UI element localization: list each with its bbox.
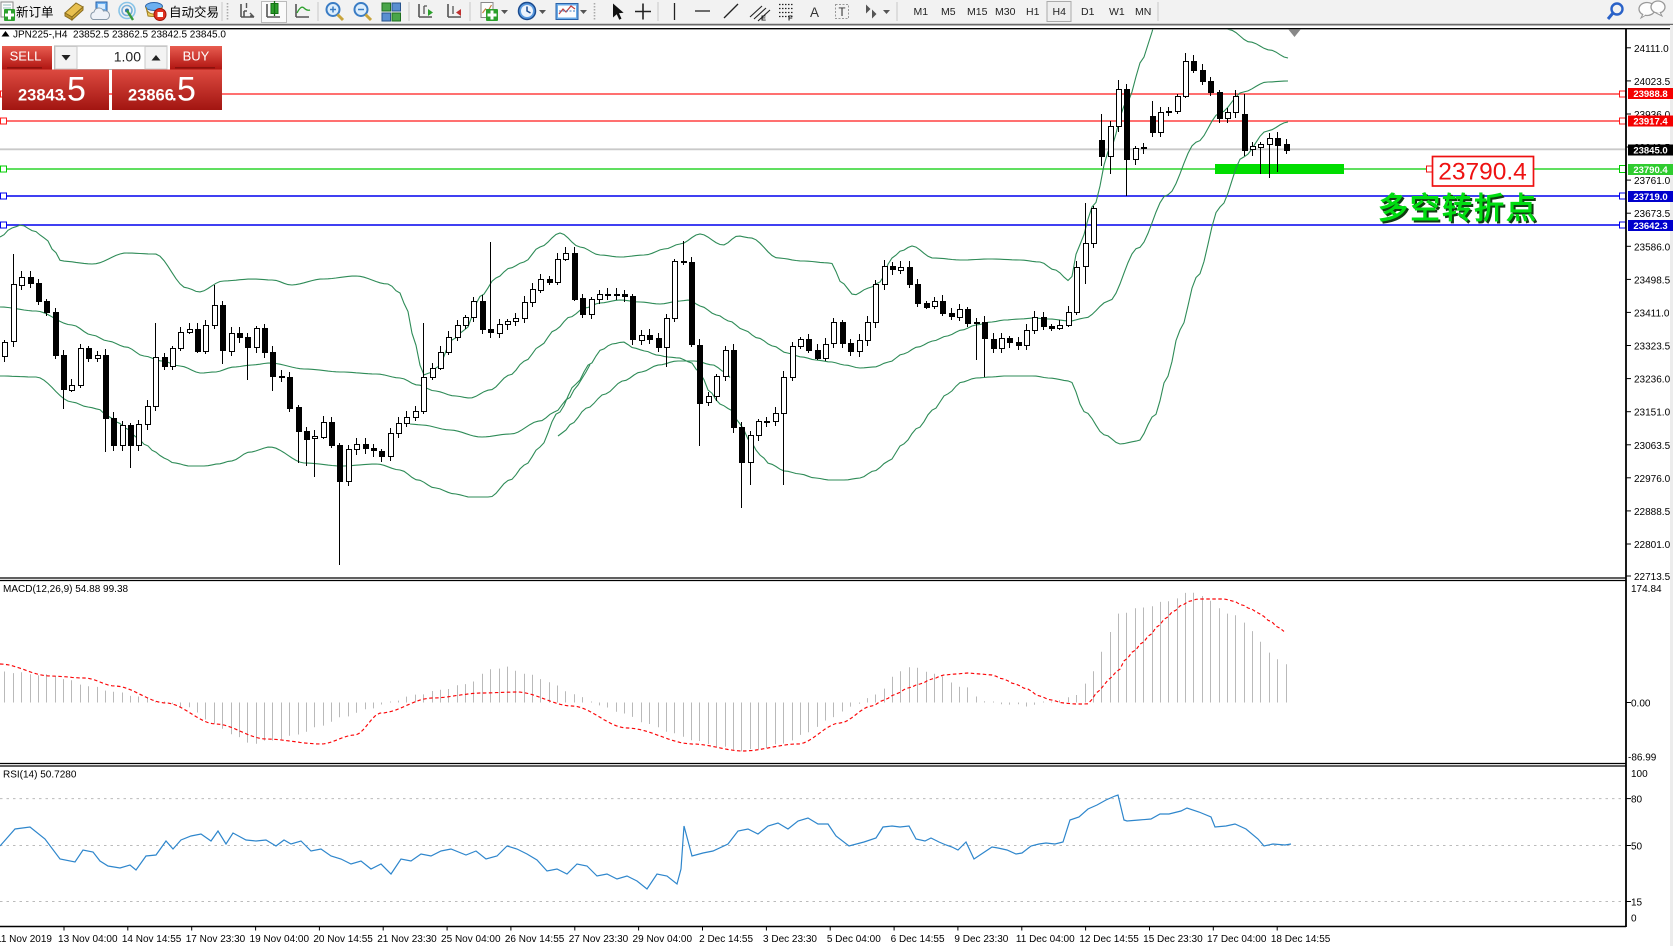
svg-text:M15: M15 xyxy=(967,6,988,18)
svg-text:19 Nov 04:00: 19 Nov 04:00 xyxy=(250,934,310,945)
svg-text:23498.5: 23498.5 xyxy=(1634,275,1671,286)
svg-text:24023.5: 24023.5 xyxy=(1634,77,1671,88)
svg-text:21 Nov 23:30: 21 Nov 23:30 xyxy=(377,934,437,945)
svg-text:0.00: 0.00 xyxy=(1631,699,1651,710)
svg-text:H4: H4 xyxy=(1053,6,1067,18)
svg-text:9 Dec 23:30: 9 Dec 23:30 xyxy=(954,934,1008,945)
svg-text:MACD(12,26,9) 54.88 99.38: MACD(12,26,9) 54.88 99.38 xyxy=(3,584,129,595)
svg-text:17 Dec 04:00: 17 Dec 04:00 xyxy=(1207,934,1267,945)
svg-text:1.00: 1.00 xyxy=(114,49,141,65)
svg-text:E: E xyxy=(761,14,766,23)
svg-text:25 Nov 04:00: 25 Nov 04:00 xyxy=(441,934,501,945)
svg-text:29 Nov 04:00: 29 Nov 04:00 xyxy=(633,934,693,945)
svg-text:0: 0 xyxy=(1631,914,1637,925)
svg-text:H1: H1 xyxy=(1026,6,1040,18)
svg-text:5: 5 xyxy=(177,71,196,109)
svg-text:23151.0: 23151.0 xyxy=(1634,408,1671,419)
svg-text:23917.4: 23917.4 xyxy=(1633,117,1668,128)
svg-text:23642.3: 23642.3 xyxy=(1633,221,1667,232)
svg-text:M5: M5 xyxy=(941,6,956,18)
svg-text:A: A xyxy=(810,5,819,20)
svg-text:23866: 23866 xyxy=(128,87,174,105)
svg-text:22713.5: 22713.5 xyxy=(1634,572,1671,583)
svg-text:5 Dec 04:00: 5 Dec 04:00 xyxy=(827,934,881,945)
svg-text:23790.4: 23790.4 xyxy=(1438,159,1527,186)
svg-text:15: 15 xyxy=(1631,898,1643,909)
svg-text:W1: W1 xyxy=(1109,6,1125,18)
svg-text:23236.0: 23236.0 xyxy=(1634,375,1671,386)
svg-text:15 Dec 23:30: 15 Dec 23:30 xyxy=(1143,934,1203,945)
svg-text:23761.0: 23761.0 xyxy=(1634,176,1671,187)
svg-text:.: . xyxy=(62,87,67,105)
svg-text:自动交易: 自动交易 xyxy=(169,5,219,20)
svg-text:M1: M1 xyxy=(914,6,929,18)
svg-text:23988.8: 23988.8 xyxy=(1633,89,1667,100)
svg-text:13 Nov 04:00: 13 Nov 04:00 xyxy=(58,934,118,945)
svg-text:22888.5: 22888.5 xyxy=(1634,507,1671,518)
svg-text:-86.99: -86.99 xyxy=(1628,753,1657,764)
svg-text:17 Nov 23:30: 17 Nov 23:30 xyxy=(186,934,246,945)
svg-text:100: 100 xyxy=(1631,769,1648,780)
svg-text:80: 80 xyxy=(1631,795,1643,806)
svg-text:.: . xyxy=(172,87,177,105)
svg-text:23790.4: 23790.4 xyxy=(1633,165,1668,176)
svg-text:SELL: SELL xyxy=(10,49,42,64)
svg-text:23843: 23843 xyxy=(18,87,64,105)
svg-text:MN: MN xyxy=(1135,6,1151,18)
svg-text:6 Dec 14:55: 6 Dec 14:55 xyxy=(891,934,945,945)
svg-text:50: 50 xyxy=(1631,842,1643,853)
svg-text:22801.0: 22801.0 xyxy=(1634,540,1671,551)
svg-text:12 Dec 14:55: 12 Dec 14:55 xyxy=(1079,934,1139,945)
svg-text:11 Dec 04:00: 11 Dec 04:00 xyxy=(1016,934,1075,945)
svg-text:RSI(14) 50.7280: RSI(14) 50.7280 xyxy=(3,770,77,781)
svg-text:T: T xyxy=(839,7,846,19)
svg-text:24111.0: 24111.0 xyxy=(1634,44,1669,55)
svg-text:22976.0: 22976.0 xyxy=(1634,474,1671,485)
svg-text:3 Dec 23:30: 3 Dec 23:30 xyxy=(763,934,817,945)
svg-text:23586.0: 23586.0 xyxy=(1634,242,1671,253)
svg-text:27 Nov 23:30: 27 Nov 23:30 xyxy=(569,934,629,945)
svg-text:23323.5: 23323.5 xyxy=(1634,342,1671,353)
svg-text:18 Dec 14:55: 18 Dec 14:55 xyxy=(1271,934,1331,945)
svg-text:23673.5: 23673.5 xyxy=(1634,209,1671,220)
svg-text:23845.0: 23845.0 xyxy=(1633,146,1667,157)
svg-text:23719.0: 23719.0 xyxy=(1633,192,1667,203)
svg-text:174.84: 174.84 xyxy=(1631,584,1662,595)
svg-text:23411.0: 23411.0 xyxy=(1634,308,1670,319)
svg-text:M30: M30 xyxy=(995,6,1016,18)
svg-text:20 Nov 14:55: 20 Nov 14:55 xyxy=(313,934,373,945)
svg-text:新订单: 新订单 xyxy=(16,5,54,20)
svg-text:F: F xyxy=(788,14,793,23)
svg-text:23063.5: 23063.5 xyxy=(1634,441,1671,452)
svg-text:5: 5 xyxy=(67,71,86,109)
svg-text:BUY: BUY xyxy=(183,49,210,64)
svg-text:11 Nov 2019: 11 Nov 2019 xyxy=(0,934,52,945)
svg-text:多空转折点: 多空转折点 xyxy=(1380,195,1540,228)
svg-text:14 Nov 14:55: 14 Nov 14:55 xyxy=(122,934,182,945)
svg-text:D1: D1 xyxy=(1081,6,1095,18)
svg-text:多空转折点: 多空转折点 xyxy=(1378,193,1538,226)
svg-text:JPN225-,H4 23852.5 23862.5 23: JPN225-,H4 23852.5 23862.5 23842.5 23845… xyxy=(13,30,226,41)
svg-text:26 Nov 14:55: 26 Nov 14:55 xyxy=(505,934,565,945)
svg-text:2 Dec 14:55: 2 Dec 14:55 xyxy=(699,934,753,945)
